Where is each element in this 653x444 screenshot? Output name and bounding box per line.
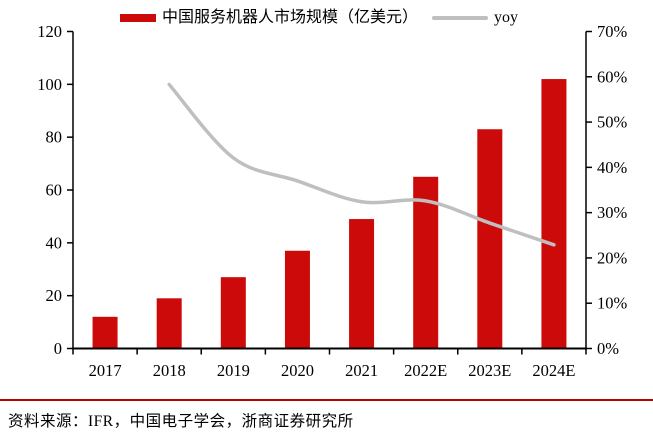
source-text: 资料来源：IFR，中国电子学会，浙商证券研究所 [8,413,354,430]
left-axis-tick-label: 20 [46,286,63,305]
source-divider [0,399,653,401]
x-axis-category-label: 2021 [345,361,378,380]
right-axis-tick-label: 40% [597,158,628,177]
right-axis-tick-label: 10% [597,294,628,313]
legend-item-yoy: yoy [432,10,518,26]
bar-2024E [541,79,567,349]
right-axis-tick-label: 70% [597,22,628,41]
bar-2020 [284,250,310,349]
line-series-swatch [432,16,489,20]
x-axis-category-label: 2018 [153,361,186,380]
right-axis-tick-label: 20% [597,248,628,267]
chart-legend: 中国服务机器人市场规模（亿美元） yoy [120,10,518,26]
right-axis-tick-label: 0% [597,339,619,358]
left-axis-tick-label: 60 [46,181,63,200]
bar-2022E [413,176,439,349]
bar-2021 [349,219,375,349]
chart-canvas: 0 20 40 60 80 100 120 0% 10% 20% 30% 40% 50% 60% 70% 20… [37,22,628,380]
legend-item-market-size: 中国服务机器人市场规模（亿美元） [120,10,418,26]
bar-2023E [477,129,503,349]
x-axis-category-label: 2019 [217,361,250,380]
right-axis-tick-label: 30% [597,203,628,222]
x-axis-category-label: 2023E [468,361,511,380]
yoy-line [167,82,556,247]
x-axis-category-label: 2022E [404,361,447,380]
left-axis-tick-label: 120 [37,22,62,41]
bar-2019 [220,277,246,349]
x-axis-category-label: 2017 [89,361,122,380]
line-series-label: yoy [494,9,519,26]
right-axis-tick-label: 60% [597,67,628,86]
x-axis-category-label: 2020 [281,361,314,380]
left-axis-tick-label: 100 [37,75,62,94]
left-axis-tick-label: 40 [46,233,63,252]
bar-series-label: 中国服务机器人市场规模（亿美元） [162,9,419,26]
bar-2017 [92,316,118,349]
left-axis-tick-label: 0 [54,339,62,358]
bar-2018 [156,298,182,349]
bar-series-swatch [120,14,156,22]
left-axis-tick-label: 80 [46,128,63,147]
right-axis-tick-label: 50% [597,113,628,132]
x-axis-category-label: 2024E [532,361,575,380]
